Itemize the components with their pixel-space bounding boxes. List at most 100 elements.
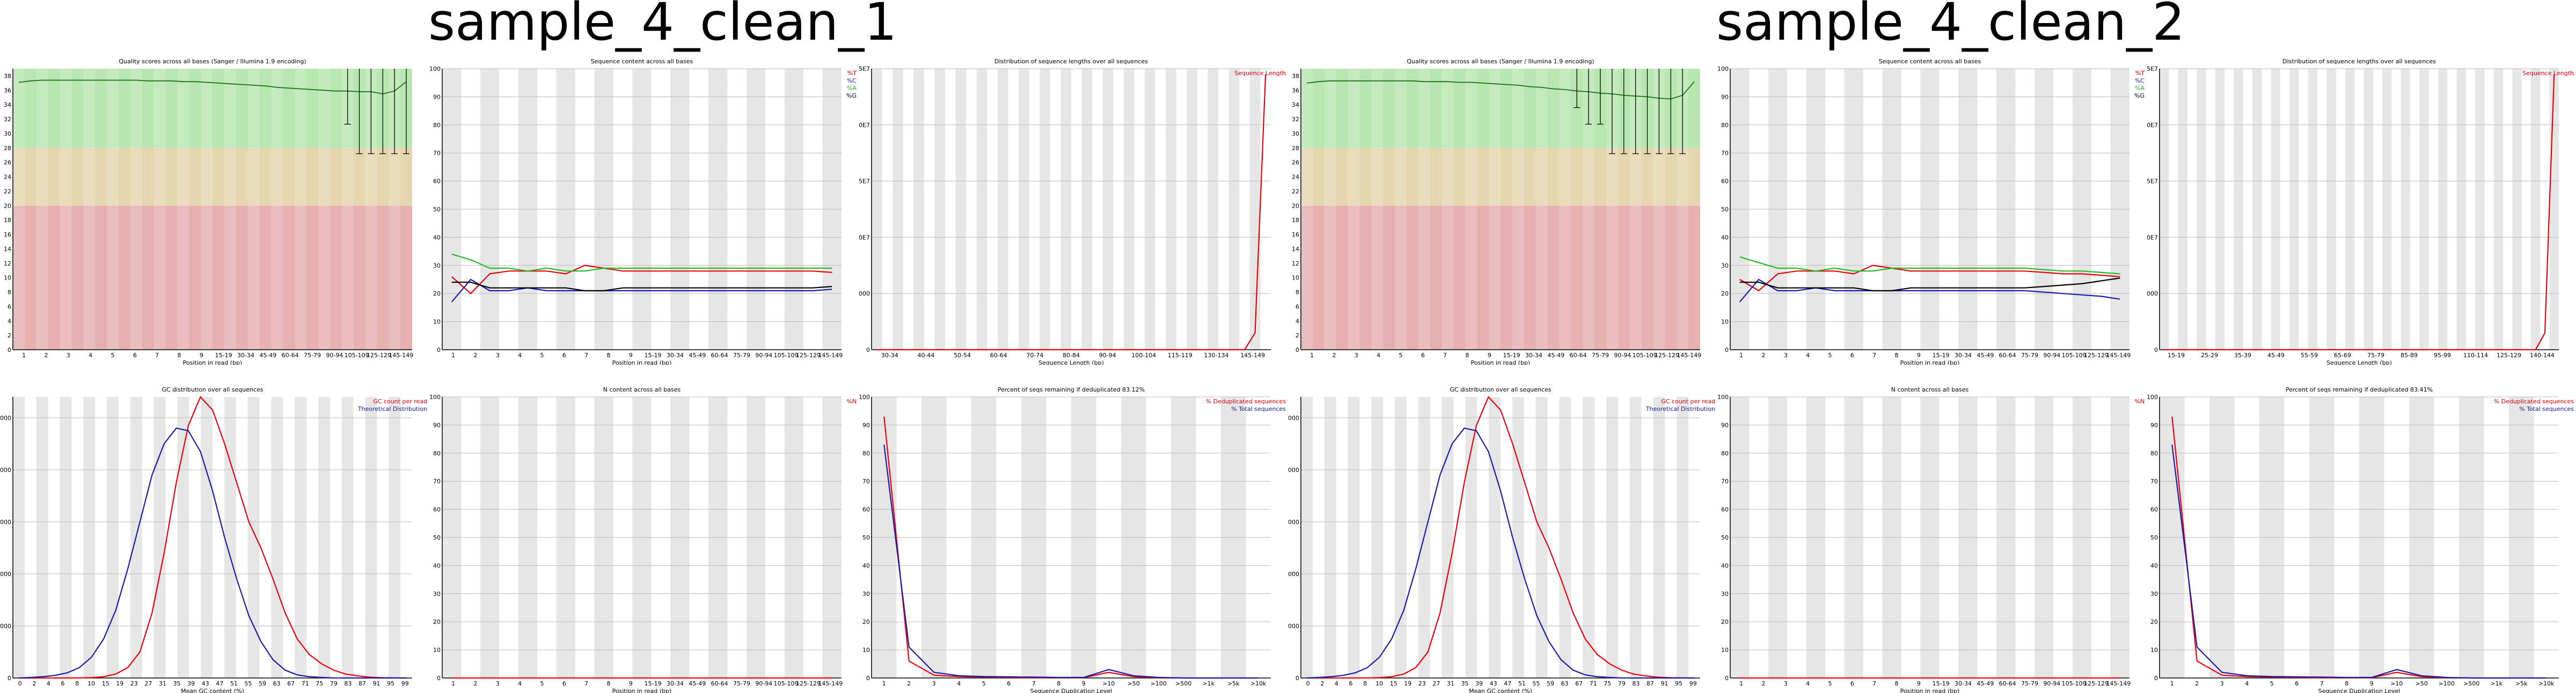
column-stripe bbox=[201, 397, 213, 678]
x-tick-label: 90-94 bbox=[1099, 352, 1116, 359]
column-stripe bbox=[1324, 397, 1336, 678]
column-stripe bbox=[130, 69, 142, 350]
x-tick-label: 23 bbox=[1418, 680, 1426, 687]
x-tick-label: 5 bbox=[1399, 352, 1403, 359]
x-tick-label: 55-59 bbox=[2301, 352, 2318, 359]
series-line bbox=[18, 79, 407, 94]
column-stripe bbox=[2178, 69, 2187, 350]
column-stripe bbox=[976, 69, 987, 350]
x-tick-label: 4 bbox=[957, 680, 961, 687]
x-tick-label: 5 bbox=[2270, 680, 2274, 687]
x-tick-label: 95 bbox=[1675, 680, 1682, 687]
x-tick-label: 47 bbox=[1504, 680, 1511, 687]
x-tick-label: 99 bbox=[401, 680, 409, 687]
x-tick-label: 45-49 bbox=[1547, 352, 1564, 359]
x-tick-label: 100-104 bbox=[1131, 352, 1156, 359]
x-tick-label: 7 bbox=[584, 680, 588, 687]
y-tick-label: 8 bbox=[8, 289, 11, 296]
y-tick-label: 70 bbox=[433, 150, 441, 157]
column-stripe bbox=[1583, 69, 1595, 350]
x-tick-label: >500 bbox=[1175, 680, 1191, 687]
x-tick-label: 30-34 bbox=[1525, 352, 1542, 359]
column-stripe bbox=[2549, 69, 2559, 350]
y-tick-label: 0 bbox=[8, 675, 11, 682]
x-tick-label: >50 bbox=[2416, 680, 2428, 687]
column-stripe bbox=[318, 397, 330, 678]
y-tick-label: 10 bbox=[2150, 647, 2158, 654]
column-stripe bbox=[365, 397, 377, 678]
y-tick-label: 80 bbox=[433, 450, 441, 457]
y-tick-label: 40 bbox=[1721, 562, 1729, 569]
column-stripe bbox=[1677, 397, 1689, 678]
x-tick-label: 125-129 bbox=[796, 680, 821, 687]
y-tick-label: 60 bbox=[862, 506, 870, 513]
y-tick-label: 60 bbox=[2150, 506, 2158, 513]
y-tick-label: 20 bbox=[1721, 290, 1729, 297]
x-tick-label: 5 bbox=[982, 680, 986, 687]
y-tick-label: 14 bbox=[1292, 246, 1299, 253]
y-tick-label: 50 bbox=[1721, 206, 1729, 213]
quality-zone bbox=[13, 69, 412, 148]
x-tick-label: 79 bbox=[330, 680, 338, 687]
x-tick-label: 4 bbox=[1335, 680, 1338, 687]
x-axis-label: Sequence Duplication Level bbox=[2318, 688, 2401, 693]
y-tick-label: 90 bbox=[433, 93, 441, 100]
y-tick-label: 16 bbox=[1292, 231, 1299, 238]
column-stripe bbox=[1301, 69, 1313, 350]
column-stripe bbox=[913, 69, 924, 350]
column-stripe bbox=[1606, 69, 1618, 350]
x-tick-label: 105-109 bbox=[774, 680, 799, 687]
column-stripe bbox=[2382, 69, 2392, 350]
y-tick-label: 16 bbox=[4, 231, 11, 238]
column-stripe bbox=[1512, 397, 1524, 678]
length-distribution-chart: Distribution of sequence lengths over al… bbox=[859, 58, 1286, 365]
y-tick-label: 18 bbox=[1292, 217, 1299, 224]
x-tick-label: 51 bbox=[230, 680, 238, 687]
column-stripe bbox=[2234, 69, 2243, 350]
column-stripe bbox=[295, 69, 307, 350]
y-tick-label: 100 bbox=[1717, 394, 1729, 401]
x-tick-label: 27 bbox=[144, 680, 152, 687]
x-tick-label: 125-129 bbox=[2497, 352, 2521, 359]
x-tick-label: 125-129 bbox=[796, 352, 821, 359]
x-tick-label: 85-89 bbox=[2401, 352, 2418, 359]
column-stripe bbox=[2363, 69, 2373, 350]
gc-distribution-chart: GC distribution over all sequences 0 20000… bbox=[1288, 386, 1715, 693]
legend-entry: %T bbox=[847, 70, 857, 77]
chart-title: Sequence content across all bases bbox=[1879, 58, 1981, 65]
y-tick-label: 70 bbox=[1721, 478, 1729, 485]
column-stripe bbox=[2419, 69, 2429, 350]
legend-entry: GC count per read bbox=[1661, 398, 1715, 405]
legend-entry: %C bbox=[847, 77, 857, 84]
column-stripe bbox=[2512, 69, 2522, 350]
sequence-content-chart: Sequence content across all bases 0 10 20 30… bbox=[429, 58, 857, 365]
x-axis-label: Mean GC content (%) bbox=[181, 688, 244, 693]
x-tick-label: 1 bbox=[882, 680, 886, 687]
y-tick-label: 80 bbox=[1721, 450, 1729, 457]
x-axis-label: Position in read (bp) bbox=[1900, 688, 1960, 693]
y-tick-label: 28 bbox=[1292, 145, 1299, 152]
x-tick-label: 5 bbox=[540, 352, 544, 359]
column-stripe bbox=[1249, 69, 1261, 350]
x-tick-label: 71 bbox=[302, 680, 309, 687]
column-stripe bbox=[365, 69, 377, 350]
column-stripe bbox=[955, 69, 967, 350]
y-tick-label: 1000000 bbox=[1288, 415, 1299, 422]
x-tick-label: 8 bbox=[1363, 680, 1367, 687]
x-tick-label: 2 bbox=[1333, 352, 1336, 359]
y-tick-label: 2.5E7 bbox=[2147, 65, 2158, 72]
y-tick-label: 60 bbox=[433, 178, 441, 185]
column-stripe bbox=[318, 69, 330, 350]
column-stripe bbox=[1583, 397, 1595, 678]
quality-zone bbox=[13, 148, 412, 206]
series-line bbox=[1739, 277, 2120, 292]
x-tick-label: 35 bbox=[173, 680, 181, 687]
y-tick-label: 100 bbox=[859, 394, 870, 401]
column-stripe bbox=[201, 69, 213, 350]
column-stripe bbox=[271, 69, 283, 350]
chart-title: Distribution of sequence lengths over al… bbox=[2282, 58, 2436, 65]
series-line bbox=[1306, 80, 1695, 100]
x-tick-label: 0 bbox=[18, 680, 22, 687]
column-stripe bbox=[1040, 69, 1050, 350]
y-tick-label: 0 bbox=[2154, 675, 2158, 682]
